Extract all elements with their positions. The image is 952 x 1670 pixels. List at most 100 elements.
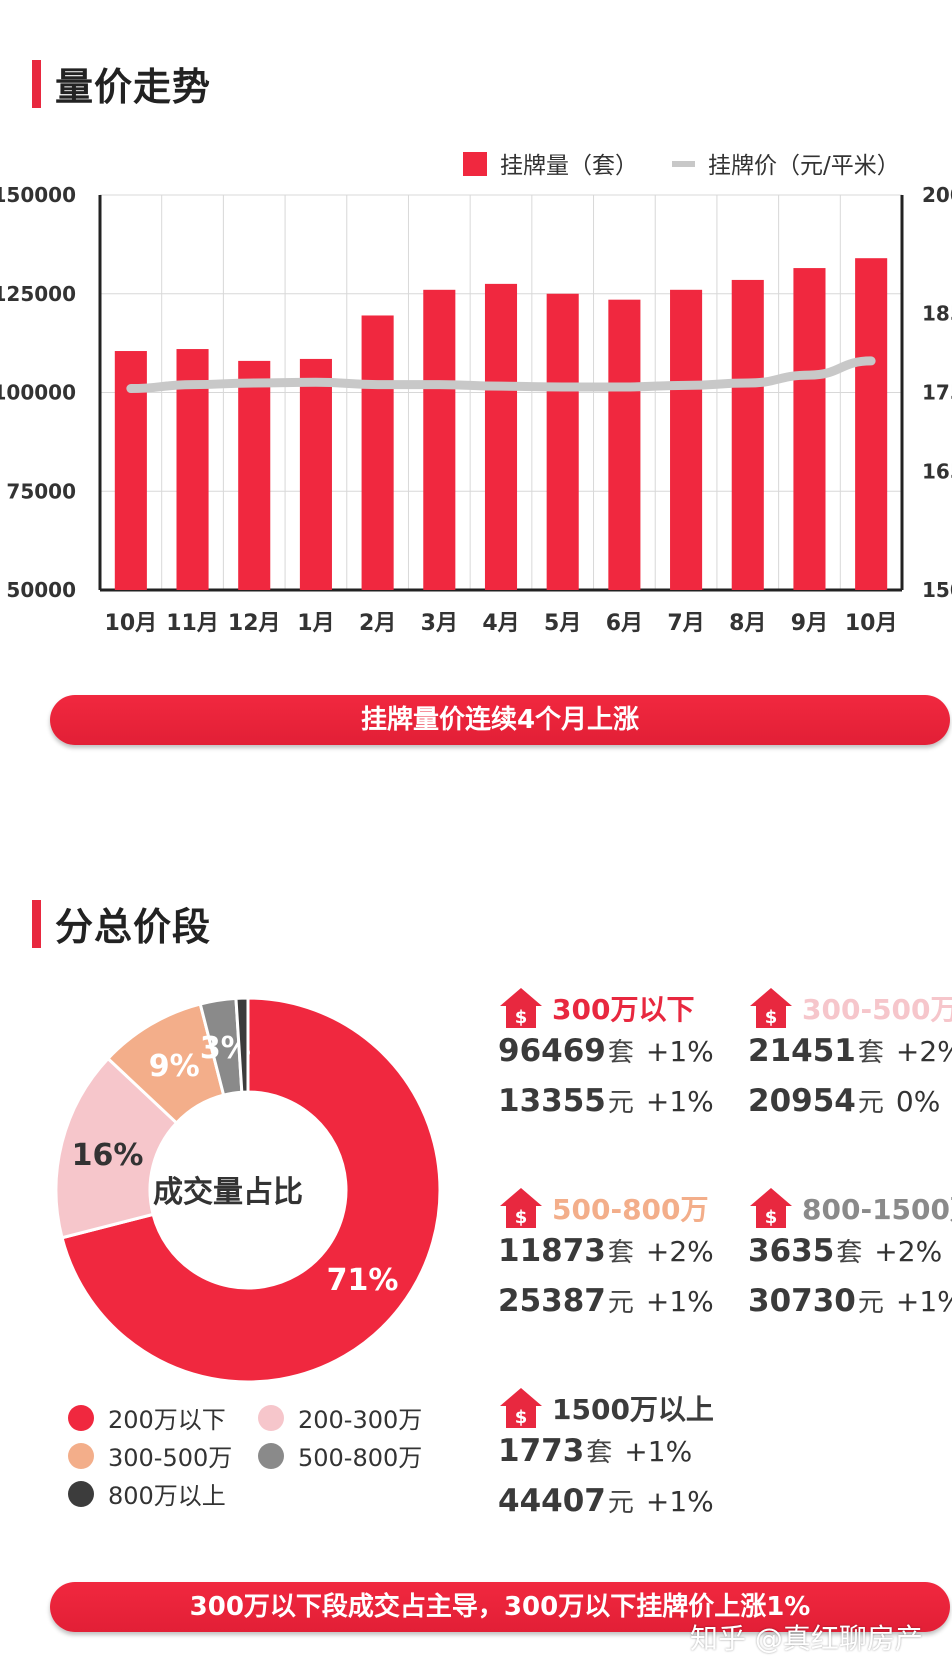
x-tick-label: 6月 (606, 611, 643, 636)
bar-line-chart: 50000 75000 100000 125000 150000 150 165 175 185… (0, 152, 952, 636)
stat-price: 20954 (748, 1083, 856, 1119)
y2-tick-label: 185 (922, 302, 952, 326)
house-dollar-icon: $ (750, 1188, 792, 1228)
x-tick-label: 3月 (421, 611, 458, 636)
y2-tick-label: 200 (922, 183, 952, 207)
stat-count: 11873 (498, 1233, 606, 1269)
stat-count: 96469 (498, 1033, 606, 1069)
svg-text:$: $ (515, 1407, 528, 1428)
stat-title: 300万以下 (552, 993, 695, 1026)
donut-slice (60, 996, 442, 1384)
section-title: 分总价段 (55, 905, 212, 949)
bar (793, 268, 826, 590)
stat-price: 25387 (498, 1283, 606, 1319)
bar (238, 360, 271, 590)
stat-price-unit: 元 (607, 1288, 634, 1318)
y-tick-label: 50000 (6, 578, 76, 602)
bar (855, 258, 888, 590)
stat-price: 44407 (498, 1483, 606, 1519)
house-dollar-icon: $ (750, 988, 792, 1028)
stat-count: 1773 (498, 1433, 585, 1469)
stat-price-unit: 元 (857, 1088, 884, 1118)
legend-swatch (258, 1404, 284, 1431)
legend-label: 300-500万 (108, 1444, 233, 1472)
y-tick-label: 75000 (6, 479, 76, 503)
section-title: 量价走势 (55, 65, 212, 109)
donut-center-label: 成交量占比 (153, 1175, 303, 1210)
stat-price-unit: 元 (607, 1488, 634, 1518)
stat-title: 500-800万 (552, 1193, 709, 1226)
x-tick-label: 9月 (791, 611, 828, 636)
bar (670, 289, 703, 590)
legend-swatch-bar (463, 152, 487, 176)
x-tick-label: 10月 (105, 611, 158, 636)
price-line (126, 356, 876, 394)
y2-tick-label: 165 (922, 460, 952, 484)
y2-tick-label: 175 (922, 381, 952, 405)
slice-label: 16% (72, 1138, 144, 1173)
summary-banner: 300万以下段成交占主导，300万以下挂牌价上涨1% (50, 1582, 950, 1632)
x-tick-label: 10月 (845, 611, 898, 636)
donut-slice (54, 1056, 179, 1240)
y-tick-label: 100000 (0, 381, 76, 405)
stat-block-above-1500: $ 1500万以上 1773 套 +1% 44407 元 +1% (498, 1386, 758, 1530)
svg-text:$: $ (515, 1007, 528, 1028)
stat-count: 3635 (748, 1233, 835, 1269)
y-tick-label: 150000 (0, 183, 76, 207)
legend-swatch (68, 1404, 94, 1431)
stat-price-unit: 元 (607, 1088, 634, 1118)
stat-count-change: +1% (624, 1435, 693, 1468)
legend-item: 800万以上 (68, 1476, 226, 1511)
bar (731, 279, 764, 590)
stat-title: 800-1500万 (802, 1193, 952, 1226)
bar (546, 293, 579, 590)
house-dollar-icon: $ (500, 1388, 542, 1428)
bar (484, 283, 518, 590)
slice-label: 9% (149, 1049, 200, 1084)
stat-count-unit: 套 (607, 1238, 634, 1268)
y-tick-label: 125000 (0, 282, 76, 306)
slice-label: 71% (327, 1263, 399, 1298)
legend-swatch (68, 1480, 94, 1507)
stat-price-change: +1% (645, 1085, 714, 1118)
house-dollar-icon: $ (500, 988, 542, 1028)
x-tick-label: 7月 (667, 611, 704, 636)
section-header-trend: 量价走势 (32, 56, 211, 111)
stat-count-unit: 套 (857, 1038, 884, 1068)
svg-text:$: $ (765, 1007, 778, 1028)
legend-label: 挂牌量（套） (500, 153, 638, 179)
x-tick-label: 2月 (359, 611, 396, 636)
legend-label: 800万以上 (108, 1482, 226, 1510)
summary-banner: 挂牌量价连续4个月上涨 (50, 695, 950, 745)
bar (361, 315, 394, 590)
stat-price: 13355 (498, 1083, 606, 1119)
x-tick-label: 12月 (228, 611, 281, 636)
section-accent-bar (32, 59, 41, 108)
stat-count-change: +1% (645, 1035, 714, 1068)
stat-block-500-800: $ 500-800万 11873 套 +2% 25387 元 +1% (498, 1186, 758, 1330)
svg-text:$: $ (765, 1207, 778, 1228)
x-tick-label: 4月 (482, 611, 519, 636)
stat-title: 300-500万 (802, 993, 952, 1026)
stat-price-change: +1% (645, 1285, 714, 1318)
donut-chart: 71%16%9%3%成交量占比 (54, 996, 442, 1384)
stat-price-unit: 元 (857, 1288, 884, 1318)
stat-count-change: +2% (895, 1035, 952, 1068)
legend-label: 挂牌价（元/平米） (708, 153, 900, 179)
stat-count-change: +2% (645, 1235, 714, 1268)
bar (299, 358, 332, 590)
stat-count-unit: 套 (836, 1238, 863, 1268)
section-header-price-band: 分总价段 (32, 896, 211, 951)
legend-label: 200-300万 (298, 1406, 423, 1434)
x-tick-label: 1月 (297, 611, 334, 636)
legend-label: 500-800万 (298, 1444, 423, 1472)
stat-price: 30730 (748, 1283, 856, 1319)
stat-title: 1500万以上 (552, 1393, 714, 1426)
x-tick-label: 5月 (544, 611, 581, 636)
house-dollar-icon: $ (500, 1188, 542, 1228)
x-tick-label: 8月 (729, 611, 766, 636)
x-tick-label: 11月 (166, 611, 219, 636)
stat-price-change: +1% (645, 1485, 714, 1518)
legend-item: 300-500万 (68, 1438, 232, 1473)
